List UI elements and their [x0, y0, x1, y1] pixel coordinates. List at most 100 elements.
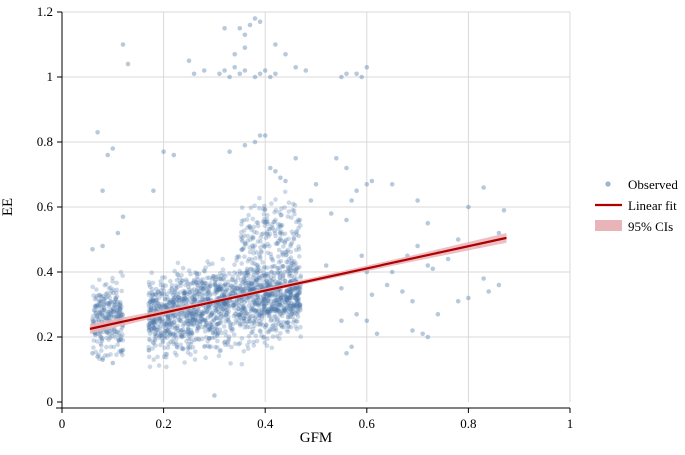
data-point-82: [481, 276, 486, 281]
cloud-point-758: [286, 300, 291, 305]
cloud-point-819: [195, 280, 201, 286]
data-point-99: [323, 263, 329, 268]
cloud-point-471: [272, 294, 277, 299]
cloud-point-1926: [94, 295, 99, 301]
cloud-point-1283: [243, 313, 248, 319]
cloud-point-1025: [167, 322, 173, 327]
cloud-point-1377: [204, 308, 209, 314]
cloud-point-1119: [209, 325, 215, 330]
cloud-point-384: [286, 314, 291, 320]
cloud-point-2098: [277, 231, 283, 236]
cloud-point-2035: [272, 219, 278, 224]
cloud-point-494: [255, 270, 261, 275]
cloud-point-239: [222, 305, 227, 311]
cloud-point-913: [193, 309, 199, 315]
cloud-point-486: [255, 270, 260, 276]
cloud-point-742: [250, 281, 255, 287]
data-point-26: [237, 71, 243, 77]
data-point-38: [364, 65, 370, 70]
cloud-point-271: [257, 328, 263, 333]
cloud-point-1907: [116, 338, 122, 343]
cloud-point-180: [174, 297, 180, 303]
data-point-59: [344, 217, 349, 223]
cloud-point-1805: [108, 352, 113, 357]
cloud-point-1005: [275, 307, 281, 312]
cloud-point-1291: [195, 274, 200, 280]
cloud-point-1017: [274, 304, 280, 310]
cloud-point-1893: [108, 344, 114, 350]
cloud-point-2105: [239, 222, 244, 227]
cloud-point-569: [249, 266, 254, 272]
cloud-point-1856: [119, 288, 124, 294]
cloud-point-469: [210, 335, 215, 341]
data-point-87: [425, 334, 431, 340]
cloud-point-156: [190, 292, 196, 298]
cloud-point-1200: [203, 292, 209, 297]
cloud-point-2031: [247, 249, 253, 255]
cloud-point-1703: [97, 310, 103, 316]
cloud-point-1151: [295, 292, 300, 298]
cloud-point-1958: [115, 314, 121, 319]
cloud-point-1465: [217, 286, 223, 291]
cloud-point-358: [256, 264, 261, 270]
cloud-point-991: [243, 273, 248, 279]
cloud-point-533: [276, 294, 282, 299]
cloud-point-2069: [265, 219, 270, 225]
cloud-point-1486: [237, 323, 243, 328]
cloud-point-319: [196, 336, 201, 342]
cloud-point-449: [271, 298, 277, 304]
cloud-point-626: [159, 332, 165, 338]
cloud-point-1310: [254, 338, 260, 344]
cloud-point-1557: [153, 327, 158, 332]
cloud-point-209: [277, 268, 283, 273]
cloud-point-1764: [105, 301, 111, 306]
cloud-point-2099: [253, 255, 258, 261]
cloud-point-1678: [194, 282, 200, 288]
cloud-point-1092: [247, 280, 252, 286]
cloud-point-333: [152, 331, 158, 337]
cloud-point-1020: [164, 364, 169, 370]
cloud-point-1513: [211, 317, 217, 322]
cloud-point-763: [183, 290, 188, 295]
cloud-point-1638: [223, 282, 229, 288]
cloud-point-1891: [114, 310, 119, 316]
cloud-point-918: [159, 291, 165, 296]
cloud-point-1860: [97, 301, 102, 307]
cloud-point-1127: [183, 320, 188, 326]
cloud-point-897: [156, 363, 162, 368]
cloud-point-1136: [262, 340, 268, 345]
cloud-point-946: [172, 350, 178, 356]
cloud-point-846: [155, 301, 161, 306]
cloud-point-546: [203, 355, 208, 361]
cloud-point-1880: [90, 317, 95, 322]
cloud-point-864: [170, 299, 175, 305]
cloud-point-985: [265, 329, 271, 335]
cloud-point-1514: [182, 289, 188, 294]
cloud-point-283: [278, 295, 284, 301]
cloud-point-227: [262, 295, 268, 300]
data-point-92: [339, 286, 344, 291]
cloud-point-699: [281, 307, 287, 312]
cloud-point-1944: [94, 303, 100, 309]
cloud-point-1484: [188, 281, 193, 287]
cloud-point-1230: [223, 329, 228, 334]
cloud-point-628: [207, 335, 212, 341]
cloud-point-2080: [267, 231, 273, 237]
cloud-point-2095: [240, 247, 246, 252]
cloud-point-1070: [152, 337, 157, 342]
cloud-point-818: [199, 280, 204, 286]
cloud-point-1859: [104, 330, 109, 335]
cloud-point-1081: [230, 290, 236, 296]
data-point-50: [268, 165, 273, 171]
cloud-point-301: [260, 293, 266, 299]
cloud-point-766: [258, 283, 264, 289]
cloud-point-440: [207, 314, 213, 319]
cloud-point-77: [247, 286, 252, 292]
cloud-point-1101: [266, 282, 271, 288]
cloud-point-1430: [207, 292, 213, 298]
cloud-point-1731: [105, 311, 111, 317]
cloud-point-2054: [290, 201, 296, 207]
cloud-point-1713: [98, 298, 103, 304]
cloud-point-400: [236, 306, 241, 312]
cloud-point-26: [192, 291, 198, 296]
